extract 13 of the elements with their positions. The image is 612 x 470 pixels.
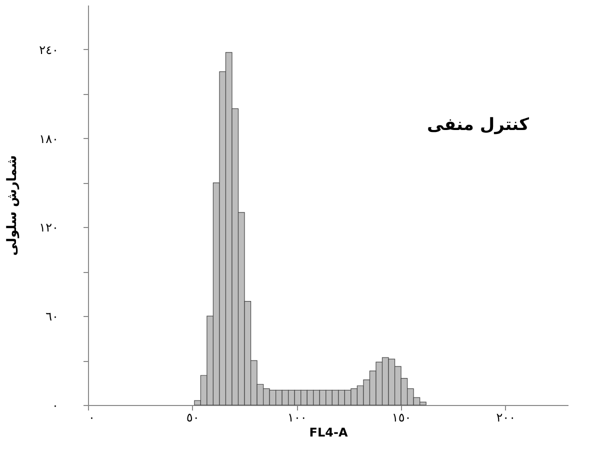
y-tick-label: ٠: [52, 398, 58, 412]
y-tick-label: ٦٠: [46, 310, 58, 324]
x-tick-label: ٥٠: [186, 410, 200, 424]
annotation: کنترل منفی: [427, 115, 530, 135]
x-axis-title: FL4-A: [309, 426, 348, 440]
y-axis-title: شمارش سلولی: [5, 155, 20, 256]
x-tick-label: ٢٠٠: [496, 410, 516, 424]
y-tick-label: ١٢٠: [39, 220, 58, 235]
y-tick-label: ١٨٠: [39, 132, 58, 146]
x-tick-label: ١٠٠: [288, 410, 307, 424]
x-tick-label: ٠: [88, 410, 95, 424]
y-tick-label: ٢٤٠: [39, 42, 58, 57]
x-tick-label: ١٥٠: [392, 410, 412, 424]
